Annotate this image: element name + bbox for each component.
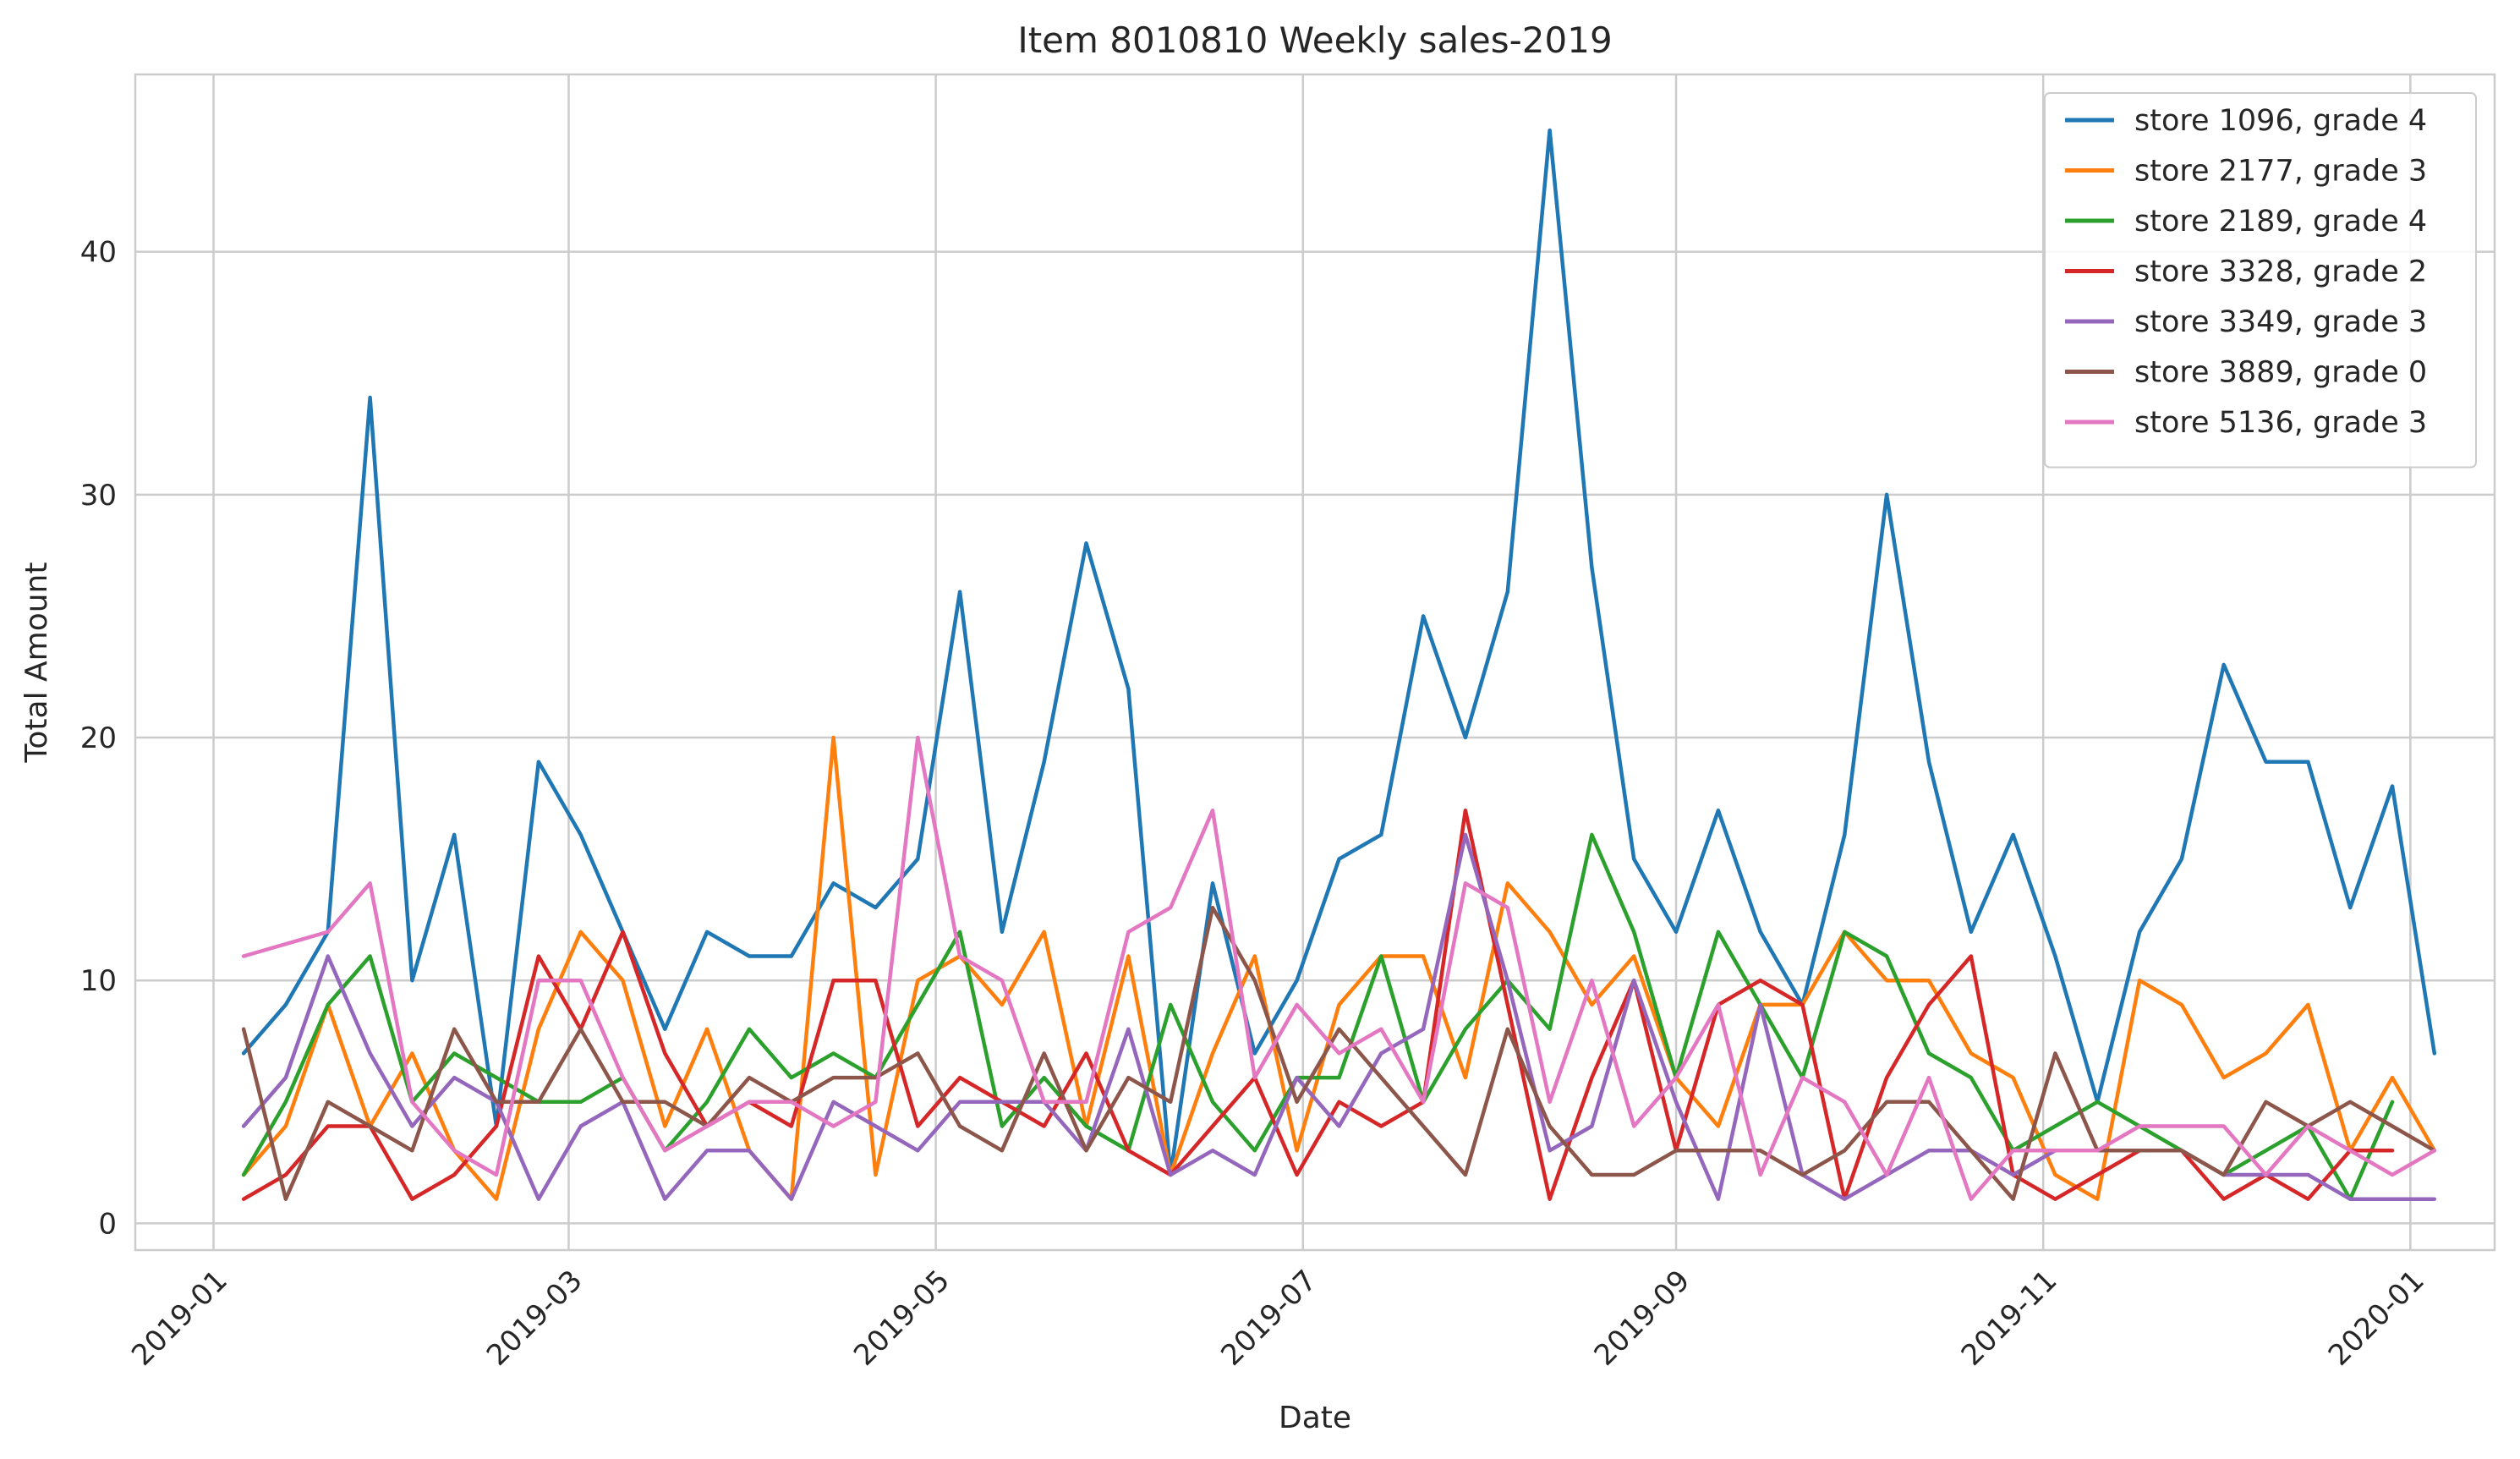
chart-title: Item 8010810 Weekly sales-2019 <box>1017 19 1612 61</box>
y-tick-label: 20 <box>80 721 117 755</box>
legend-box <box>2044 92 2477 469</box>
legend-label: store 3349, grade 3 <box>2134 305 2427 339</box>
y-tick-label: 0 <box>98 1207 117 1241</box>
y-tick-label: 10 <box>80 964 117 998</box>
grid-lines <box>135 74 2495 1250</box>
x-axis-label: Date <box>1279 1401 1351 1435</box>
series-line-6 <box>241 905 2437 1201</box>
series-lines <box>241 128 2437 1201</box>
legend-label: store 2177, grade 3 <box>2134 155 2427 189</box>
series-line-3 <box>241 832 2395 1201</box>
series-line-1 <box>241 128 2437 1177</box>
legend-label: store 2189, grade 4 <box>2134 205 2427 239</box>
legend-label: store 1096, grade 4 <box>2134 104 2427 138</box>
series-line-4 <box>241 808 2395 1201</box>
legend-label: store 5136, grade 3 <box>2134 406 2427 440</box>
y-tick-label: 40 <box>80 236 117 270</box>
legend-label: store 3328, grade 2 <box>2134 255 2427 289</box>
legend-label: store 3889, grade 0 <box>2134 356 2427 390</box>
y-tick-label: 30 <box>80 479 117 513</box>
plot-frame <box>134 73 2496 1252</box>
legend: store 1096, grade 4 store 2177, grade 3 st… <box>2044 92 2477 469</box>
series-line-7 <box>241 735 2437 1201</box>
y-axis-label: Total Amount <box>19 562 54 764</box>
